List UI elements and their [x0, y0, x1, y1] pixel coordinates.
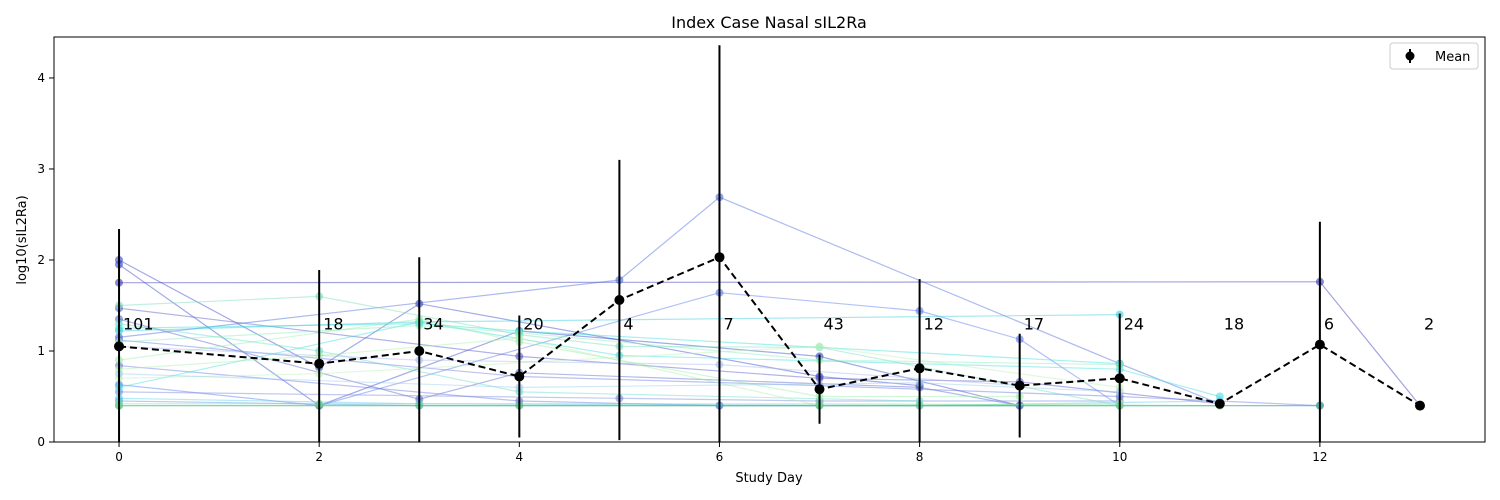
subject-line: [118, 292, 1121, 407]
legend: Mean: [1389, 42, 1479, 70]
y-axis-label: log10(sIL2Ra): [15, 195, 30, 284]
count-label: 18: [1224, 315, 1244, 334]
count-label: 2: [1424, 315, 1434, 334]
subject-line: [118, 397, 1220, 407]
count-labels-layer: 101 18 34 20 4 7 43 12 17 24 18 6 2: [123, 315, 1434, 334]
mean-point: [914, 363, 925, 374]
x-axis-label: Study Day: [735, 471, 803, 486]
count-label: 12: [924, 315, 944, 334]
legend-mean-marker: [1405, 51, 1415, 61]
count-label: 4: [623, 315, 633, 334]
mean-point: [1214, 398, 1225, 409]
count-label: 7: [724, 315, 734, 334]
x-axis-ticks: 0 2 4 6 8 10 12: [115, 442, 1328, 464]
mean-point: [614, 295, 625, 305]
mean-point: [714, 252, 725, 263]
mean-point: [114, 341, 124, 352]
plot-frame: [53, 36, 1486, 443]
y-tick-label: 4: [37, 71, 45, 85]
y-tick-label: 2: [37, 253, 45, 267]
subject-line: [118, 345, 1120, 388]
count-label: 6: [1324, 315, 1334, 334]
count-label: 20: [523, 315, 543, 334]
count-label: 101: [123, 315, 154, 334]
mean-point: [1014, 380, 1025, 391]
count-label: 34: [423, 315, 443, 334]
x-tick-label: 10: [1112, 450, 1127, 464]
y-axis-ticks: 0 1 2 3 4: [37, 71, 54, 449]
count-label: 43: [824, 315, 844, 334]
mean-series-layer: [114, 45, 1425, 442]
y-tick-label: 1: [37, 344, 45, 358]
y-tick-label: 0: [37, 435, 45, 449]
mean-point: [514, 371, 525, 382]
count-label: 17: [1024, 315, 1044, 334]
plot-area: [54, 37, 1485, 442]
count-label: 18: [323, 315, 343, 334]
mean-point: [1114, 373, 1125, 384]
subject-line: [118, 345, 1020, 387]
legend-mean-label: Mean: [1435, 50, 1470, 65]
mean-point: [414, 346, 425, 356]
x-tick-label: 4: [516, 450, 524, 464]
x-tick-label: 2: [315, 450, 323, 464]
legend-box: [1389, 42, 1479, 70]
mean-point: [314, 358, 325, 369]
mean-point: [814, 384, 825, 395]
x-tick-label: 12: [1312, 450, 1327, 464]
y-tick-label: 3: [37, 162, 45, 176]
x-tick-label: 0: [115, 450, 123, 464]
subject-point: [815, 342, 824, 351]
count-label: 24: [1124, 315, 1144, 334]
mean-point: [1415, 400, 1425, 411]
x-tick-label: 8: [916, 450, 924, 464]
mean-point: [1314, 339, 1325, 350]
x-tick-label: 6: [716, 450, 724, 464]
subject-line: [118, 295, 1120, 407]
chart-title: Index Case Nasal sIL2Ra: [671, 13, 867, 32]
